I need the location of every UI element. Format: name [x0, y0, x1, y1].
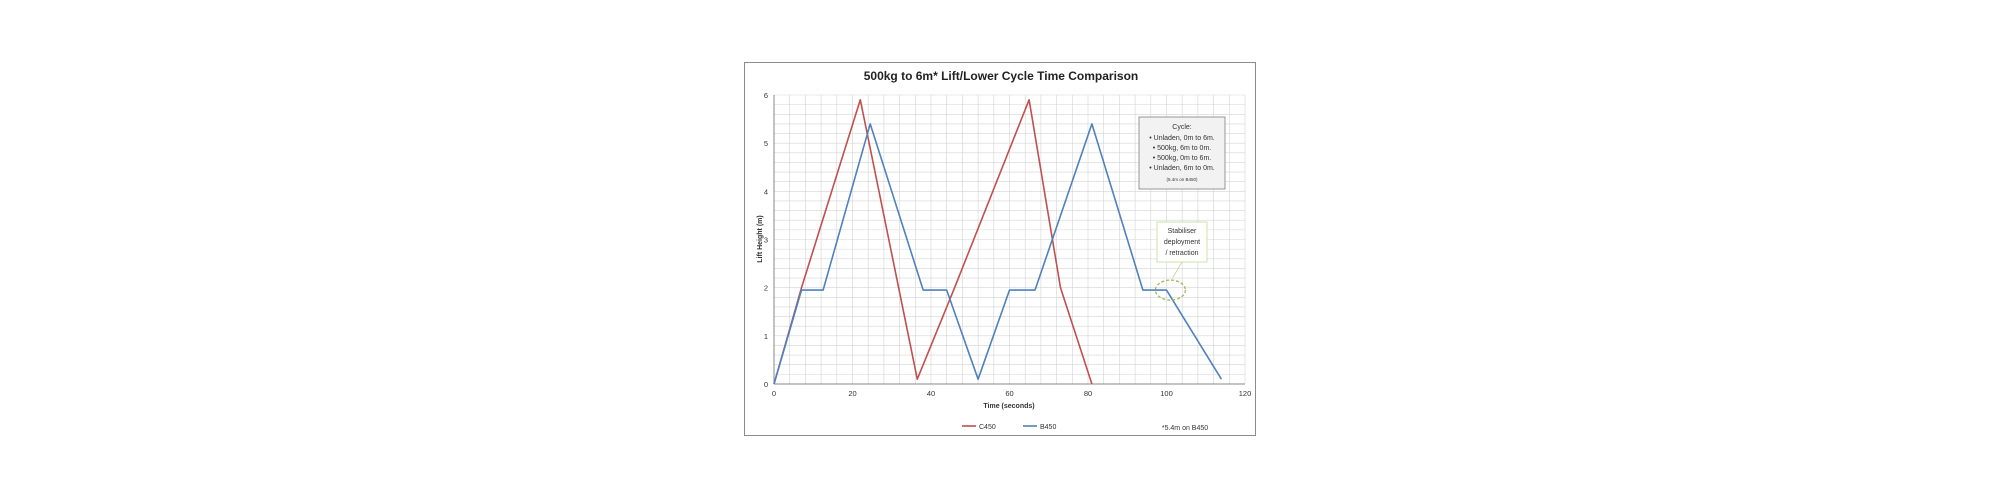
y-tick-label: 0: [764, 380, 768, 389]
cycle-box-line: • 500kg, 0m to 6m.: [1153, 155, 1212, 162]
x-tick-label: 60: [1005, 389, 1013, 398]
legend-label-c450: C450: [979, 424, 996, 431]
legend-label-b450: B450: [1040, 424, 1056, 431]
cycle-box-heading: Cycle:: [1172, 124, 1192, 131]
series-line-b450: [773, 123, 1223, 385]
y-axis-label: Lift Height (m): [757, 215, 764, 262]
x-tick-label: 20: [848, 389, 856, 398]
y-tick-label: 4: [764, 187, 768, 196]
tick-labels: 0 20 40 60 80 100 120 0 1 2 3 4 5 6: [764, 91, 1251, 398]
x-tick-label: 120: [1239, 389, 1252, 398]
y-tick-label: 2: [764, 284, 768, 293]
series-lines: [773, 98, 1223, 385]
x-tick-label: 100: [1160, 389, 1173, 398]
cycle-box: Cycle: • Unladen, 0m to 6m. • 500kg, 6m to…: [1138, 116, 1226, 190]
y-tick-label: 3: [764, 236, 768, 245]
y-tick-label: 5: [764, 139, 768, 148]
legend: C450 B450: [962, 424, 1056, 431]
chart-frame: 500kg to 6m* Lift/Lower Cycle Time Compa…: [744, 62, 1256, 436]
callout-text: / retraction: [1165, 250, 1198, 257]
cycle-box-line: • Unladen, 6m to 0m.: [1149, 165, 1215, 172]
callout-box: [1156, 221, 1208, 263]
chart-title: 500kg to 6m* Lift/Lower Cycle Time Compa…: [864, 69, 1139, 83]
cycle-box-frame: [1138, 116, 1226, 190]
x-axis-label: Time (seconds): [983, 403, 1034, 410]
x-tick-label: 80: [1084, 389, 1092, 398]
cycle-box-line: • Unladen, 0m to 6m.: [1149, 135, 1215, 142]
footnote: *5.4m on B450: [1162, 425, 1208, 432]
cycle-box-footnote: (5.4m on B450): [1166, 177, 1198, 182]
chart-svg: 500kg to 6m* Lift/Lower Cycle Time Compa…: [757, 69, 1251, 432]
x-tick-label: 40: [927, 389, 935, 398]
cycle-box-line: • 500kg, 6m to 0m.: [1153, 145, 1212, 152]
callout-text: deployment: [1164, 239, 1200, 246]
x-tick-label: 0: [772, 389, 776, 398]
axes: [773, 95, 1245, 385]
y-tick-label: 1: [764, 332, 768, 341]
series-line-c450: [773, 98, 1093, 385]
callout-leader: [1172, 261, 1183, 279]
y-tick-label: 6: [764, 91, 768, 100]
callout-text: Stabiliser: [1168, 228, 1197, 235]
callout-ellipse: [1154, 279, 1187, 301]
stabiliser-callout: Stabiliser deployment / retraction: [1154, 221, 1208, 301]
